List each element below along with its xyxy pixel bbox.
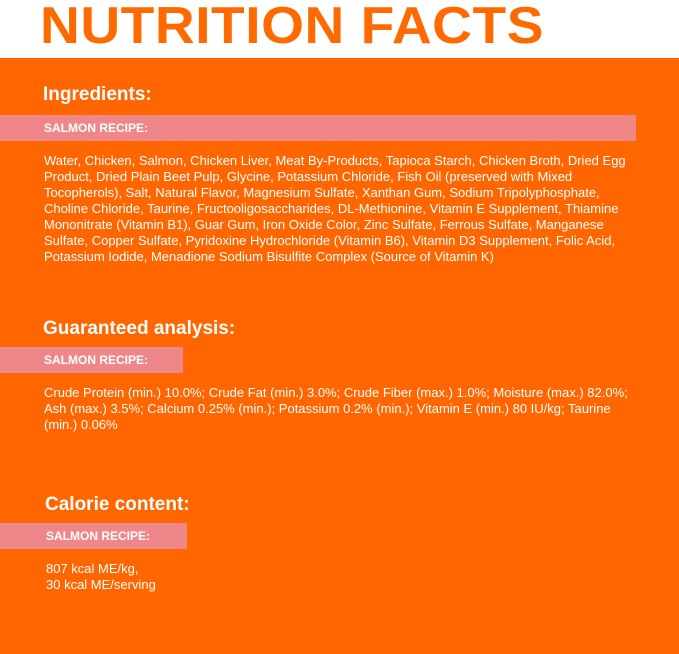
calories-recipe-bar: SALMON RECIPE: <box>0 523 187 549</box>
ingredients-text: Water, Chicken, Salmon, Chicken Liver, M… <box>44 153 626 264</box>
recipe-label: SALMON RECIPE: <box>44 121 149 135</box>
page-title: NUTRITION FACTS <box>40 0 545 55</box>
ingredients-heading: Ingredients: <box>43 84 152 105</box>
calories-line-1: 807 kcal ME/kg, <box>46 561 139 576</box>
recipe-label: SALMON RECIPE: <box>44 353 149 367</box>
recipe-label: SALMON RECIPE: <box>46 529 151 543</box>
calories-heading: Calorie content: <box>45 494 190 515</box>
analysis-text: Crude Protein (min.) 10.0%; Crude Fat (m… <box>44 385 628 432</box>
calories-line-2: 30 kcal ME/serving <box>46 577 156 592</box>
ingredients-recipe-bar: SALMON RECIPE: <box>0 115 636 141</box>
analysis-heading: Guaranteed analysis: <box>43 318 236 339</box>
analysis-recipe-bar: SALMON RECIPE: <box>0 347 183 373</box>
